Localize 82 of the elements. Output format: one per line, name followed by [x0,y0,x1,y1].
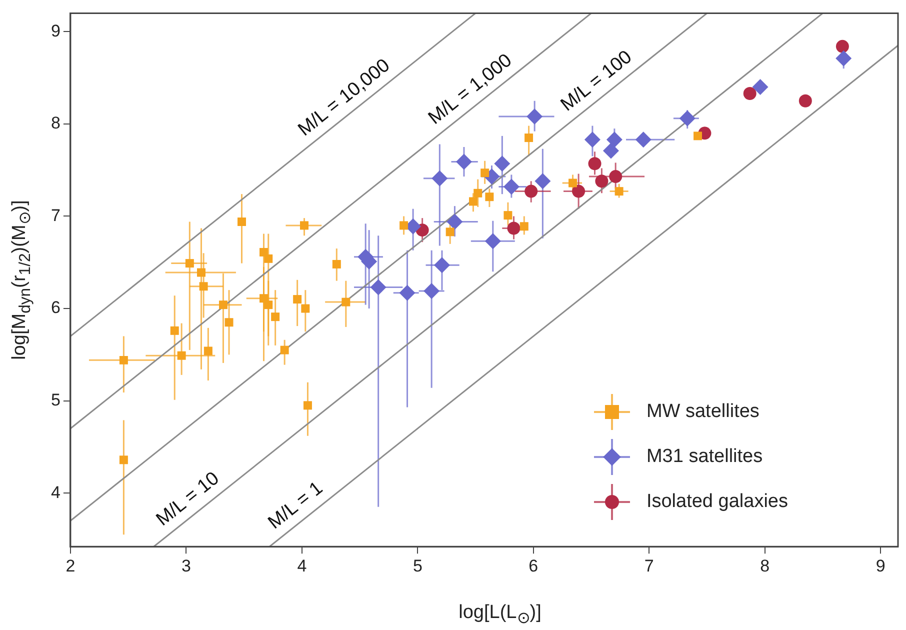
point [177,351,186,360]
point [743,86,756,100]
point [264,300,273,310]
point [507,222,520,235]
point [400,221,408,230]
x-axis-title: log[L(L$_{⊙}$)] [458,602,542,628]
point [432,170,448,186]
annotation: M/L = 10 [152,468,224,530]
point [238,218,246,226]
y-tick-label: 9 [50,21,60,40]
point [752,79,768,96]
point [836,50,852,66]
point [224,318,234,327]
point [280,346,289,354]
point [504,211,512,220]
point [836,40,849,53]
point [606,132,622,148]
x-tick-label: 3 [181,556,191,576]
point [197,268,206,277]
point [494,156,510,172]
point [218,300,228,310]
legend-label: M31 satellites [646,446,763,468]
point [595,174,608,188]
point [434,257,450,274]
point [170,326,179,335]
point [635,132,652,148]
point [524,184,538,198]
point [300,221,308,230]
point [119,456,128,464]
point [474,188,482,198]
point [526,108,543,125]
legend-label: Isolated galaxies [646,491,788,514]
point [446,214,463,230]
point [588,157,602,170]
y-tick-label: 4 [50,482,60,502]
x-tick-label: 6 [528,556,538,576]
point [694,132,702,140]
point [679,110,696,126]
point [485,192,494,202]
point [399,284,416,301]
point [301,304,310,313]
point [271,312,280,322]
point [568,178,578,188]
point [332,260,341,268]
point [199,282,208,291]
y-tick-label: 7 [50,206,60,225]
point [572,184,586,198]
point [602,142,619,159]
point [342,298,350,306]
x-tick-label: 8 [760,556,770,576]
point [614,187,624,196]
point [303,401,312,410]
point [484,233,501,250]
point [119,356,128,364]
y-tick-label: 8 [50,114,60,133]
legend-label: MW satellites [646,401,760,424]
point [584,132,600,148]
x-tick-label: 7 [644,556,654,576]
x-tick-label: 2 [66,556,76,576]
point [480,168,490,178]
point [798,94,812,108]
point [424,282,440,299]
point [370,279,386,296]
point [524,134,534,142]
x-tick-label: 5 [412,556,422,576]
annotation: M/L = 100 [557,46,636,116]
point [446,228,454,236]
point [293,295,302,304]
point [520,222,528,231]
point [456,154,472,170]
annotation: M/L = 1 [264,478,327,534]
point [609,170,622,184]
y-tick-label: 6 [50,298,60,318]
point [534,173,551,190]
point [185,259,194,268]
y-tick-label: 5 [50,390,60,410]
point [264,254,273,263]
point [503,178,520,195]
point [204,346,212,356]
x-tick-label: 4 [297,556,307,576]
point [468,197,478,206]
x-tick-label: 9 [876,556,886,576]
